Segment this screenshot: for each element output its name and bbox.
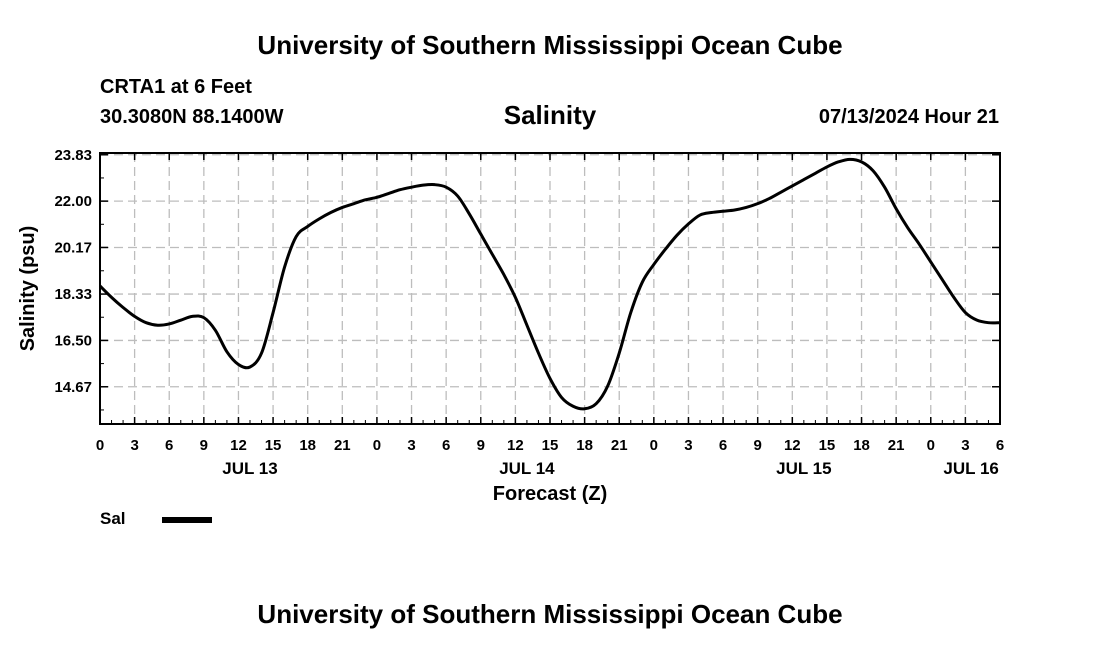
x-tick-label: 18 — [299, 437, 316, 454]
x-tick-label: 0 — [927, 437, 935, 454]
x-day-label: JUL 16 — [943, 459, 998, 478]
y-tick-label: 18.33 — [54, 286, 92, 303]
y-tick-label: 20.17 — [54, 239, 92, 256]
y-tick-label: 16.50 — [54, 332, 92, 349]
x-tick-label: 3 — [130, 437, 138, 454]
axis-ticks: 0 3 6 9 12 15 18 21 0 3 6 9 12 15 18 21 0 3 6 9 12 15 18 21 0 3 6 1… — [54, 147, 1004, 478]
x-tick-label: 21 — [888, 437, 905, 454]
legend-swatch-sal — [162, 517, 212, 523]
x-tick-label: 6 — [442, 437, 450, 454]
x-tick-label: 21 — [334, 437, 351, 454]
x-tick-label: 12 — [507, 437, 524, 454]
x-tick-label: 18 — [853, 437, 870, 454]
y-tick-label: 14.67 — [54, 379, 92, 396]
x-tick-label: 0 — [373, 437, 381, 454]
y-tick-label: 23.83 — [54, 147, 92, 164]
x-tick-label: 9 — [477, 437, 485, 454]
x-tick-label: 0 — [96, 437, 104, 454]
x-tick-label: 9 — [200, 437, 208, 454]
x-day-label: JUL 14 — [499, 459, 555, 478]
series-line-sal — [98, 157, 1001, 411]
x-tick-label: 12 — [230, 437, 247, 454]
x-tick-label: 15 — [819, 437, 836, 454]
report-title-top: University of Southern Mississippi Ocean… — [257, 30, 843, 60]
x-tick-label: 9 — [754, 437, 762, 454]
x-tick-label: 15 — [542, 437, 559, 454]
x-day-label: JUL 13 — [222, 459, 277, 478]
x-tick-label: 0 — [650, 437, 658, 454]
x-day-label: JUL 15 — [776, 459, 831, 478]
x-axis-title: Forecast (Z) — [493, 483, 607, 505]
x-tick-label: 15 — [265, 437, 282, 454]
station-label: CRTA1 at 6 Feet — [100, 76, 252, 98]
legend-label-sal: Sal — [100, 509, 126, 528]
forecast-datetime: 07/13/2024 Hour 21 — [818, 106, 999, 128]
x-tick-label: 3 — [407, 437, 415, 454]
x-tick-label: 6 — [719, 437, 727, 454]
report-title-bottom: University of Southern Mississippi Ocean… — [257, 599, 843, 629]
y-tick-label: 22.00 — [54, 193, 92, 210]
y-axis-title: Salinity (psu) — [17, 226, 39, 352]
chart-title: Salinity — [503, 100, 597, 130]
x-tick-label: 12 — [784, 437, 801, 454]
x-tick-label: 21 — [611, 437, 628, 454]
grid-lines — [100, 153, 1000, 424]
x-tick-label: 3 — [961, 437, 969, 454]
x-tick-label: 3 — [684, 437, 692, 454]
x-tick-label: 6 — [996, 437, 1004, 454]
x-tick-label: 18 — [576, 437, 593, 454]
station-coordinates: 30.3080N 88.1400W — [100, 106, 284, 128]
series-layer — [98, 157, 1001, 411]
x-tick-label: 6 — [165, 437, 173, 454]
